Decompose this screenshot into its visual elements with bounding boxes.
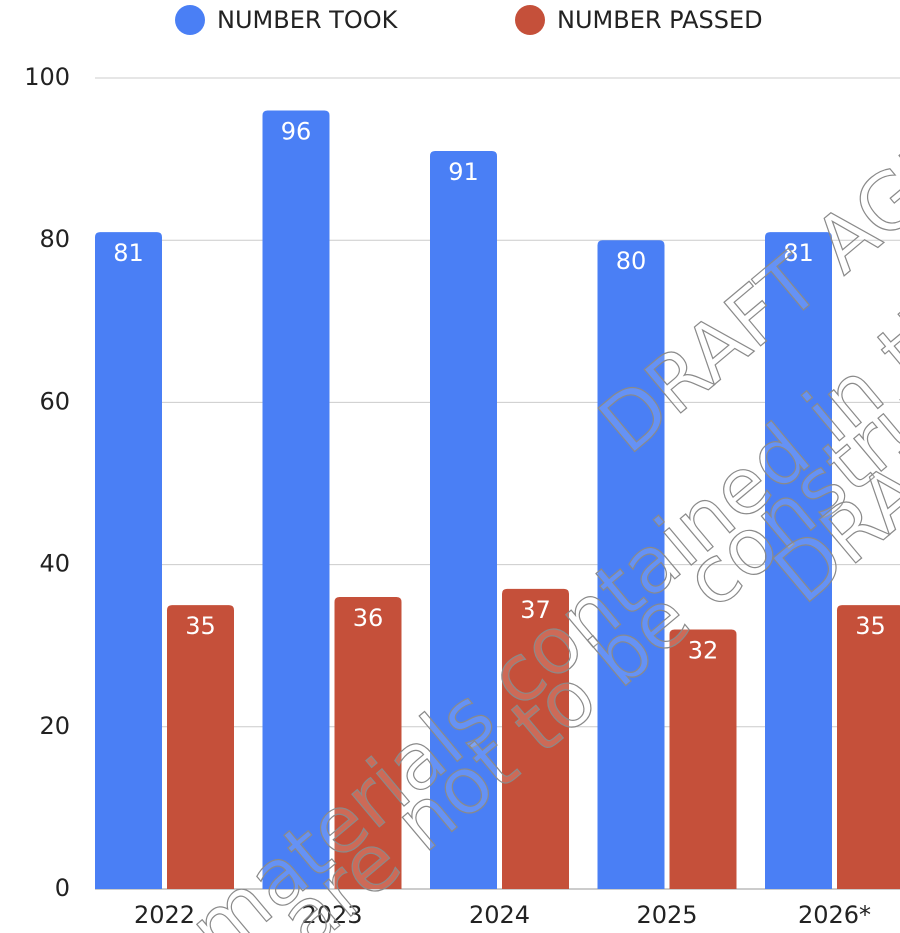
y-tick-label: 20 [39,712,70,740]
bar [334,597,402,889]
value-label: 80 [616,247,647,275]
x-tick-label: 2025 [636,901,697,929]
legend-swatch [515,5,545,35]
y-tick-label: 60 [39,387,70,415]
legend-swatch [175,5,205,35]
bar [95,232,162,890]
bar [837,605,900,889]
bar [765,232,832,890]
bar [430,150,497,890]
value-label: 81 [113,239,144,267]
bar [262,110,330,889]
value-label: 91 [448,158,479,186]
y-tick-label: 0 [55,874,70,902]
x-tick-label: 2024 [469,901,530,929]
bar [597,240,665,889]
x-tick-label: 2026* [798,901,871,929]
value-label: 36 [353,604,384,632]
legend-label: NUMBER PASSED [557,6,763,34]
value-label: 37 [520,596,551,624]
legend-label: NUMBER TOOK [217,6,399,34]
y-tick-label: 40 [39,550,70,578]
value-label: 96 [281,117,312,145]
y-tick-label: 100 [24,63,70,91]
value-label: 35 [185,612,216,640]
x-tick-label: 2022 [134,901,195,929]
value-label: 32 [688,636,719,664]
x-tick-label: 2023 [301,901,362,929]
bar [502,588,569,889]
bar [167,605,234,889]
bar [669,629,737,889]
value-label: 35 [855,612,886,640]
value-label: 81 [783,239,814,267]
y-tick-label: 80 [39,225,70,253]
